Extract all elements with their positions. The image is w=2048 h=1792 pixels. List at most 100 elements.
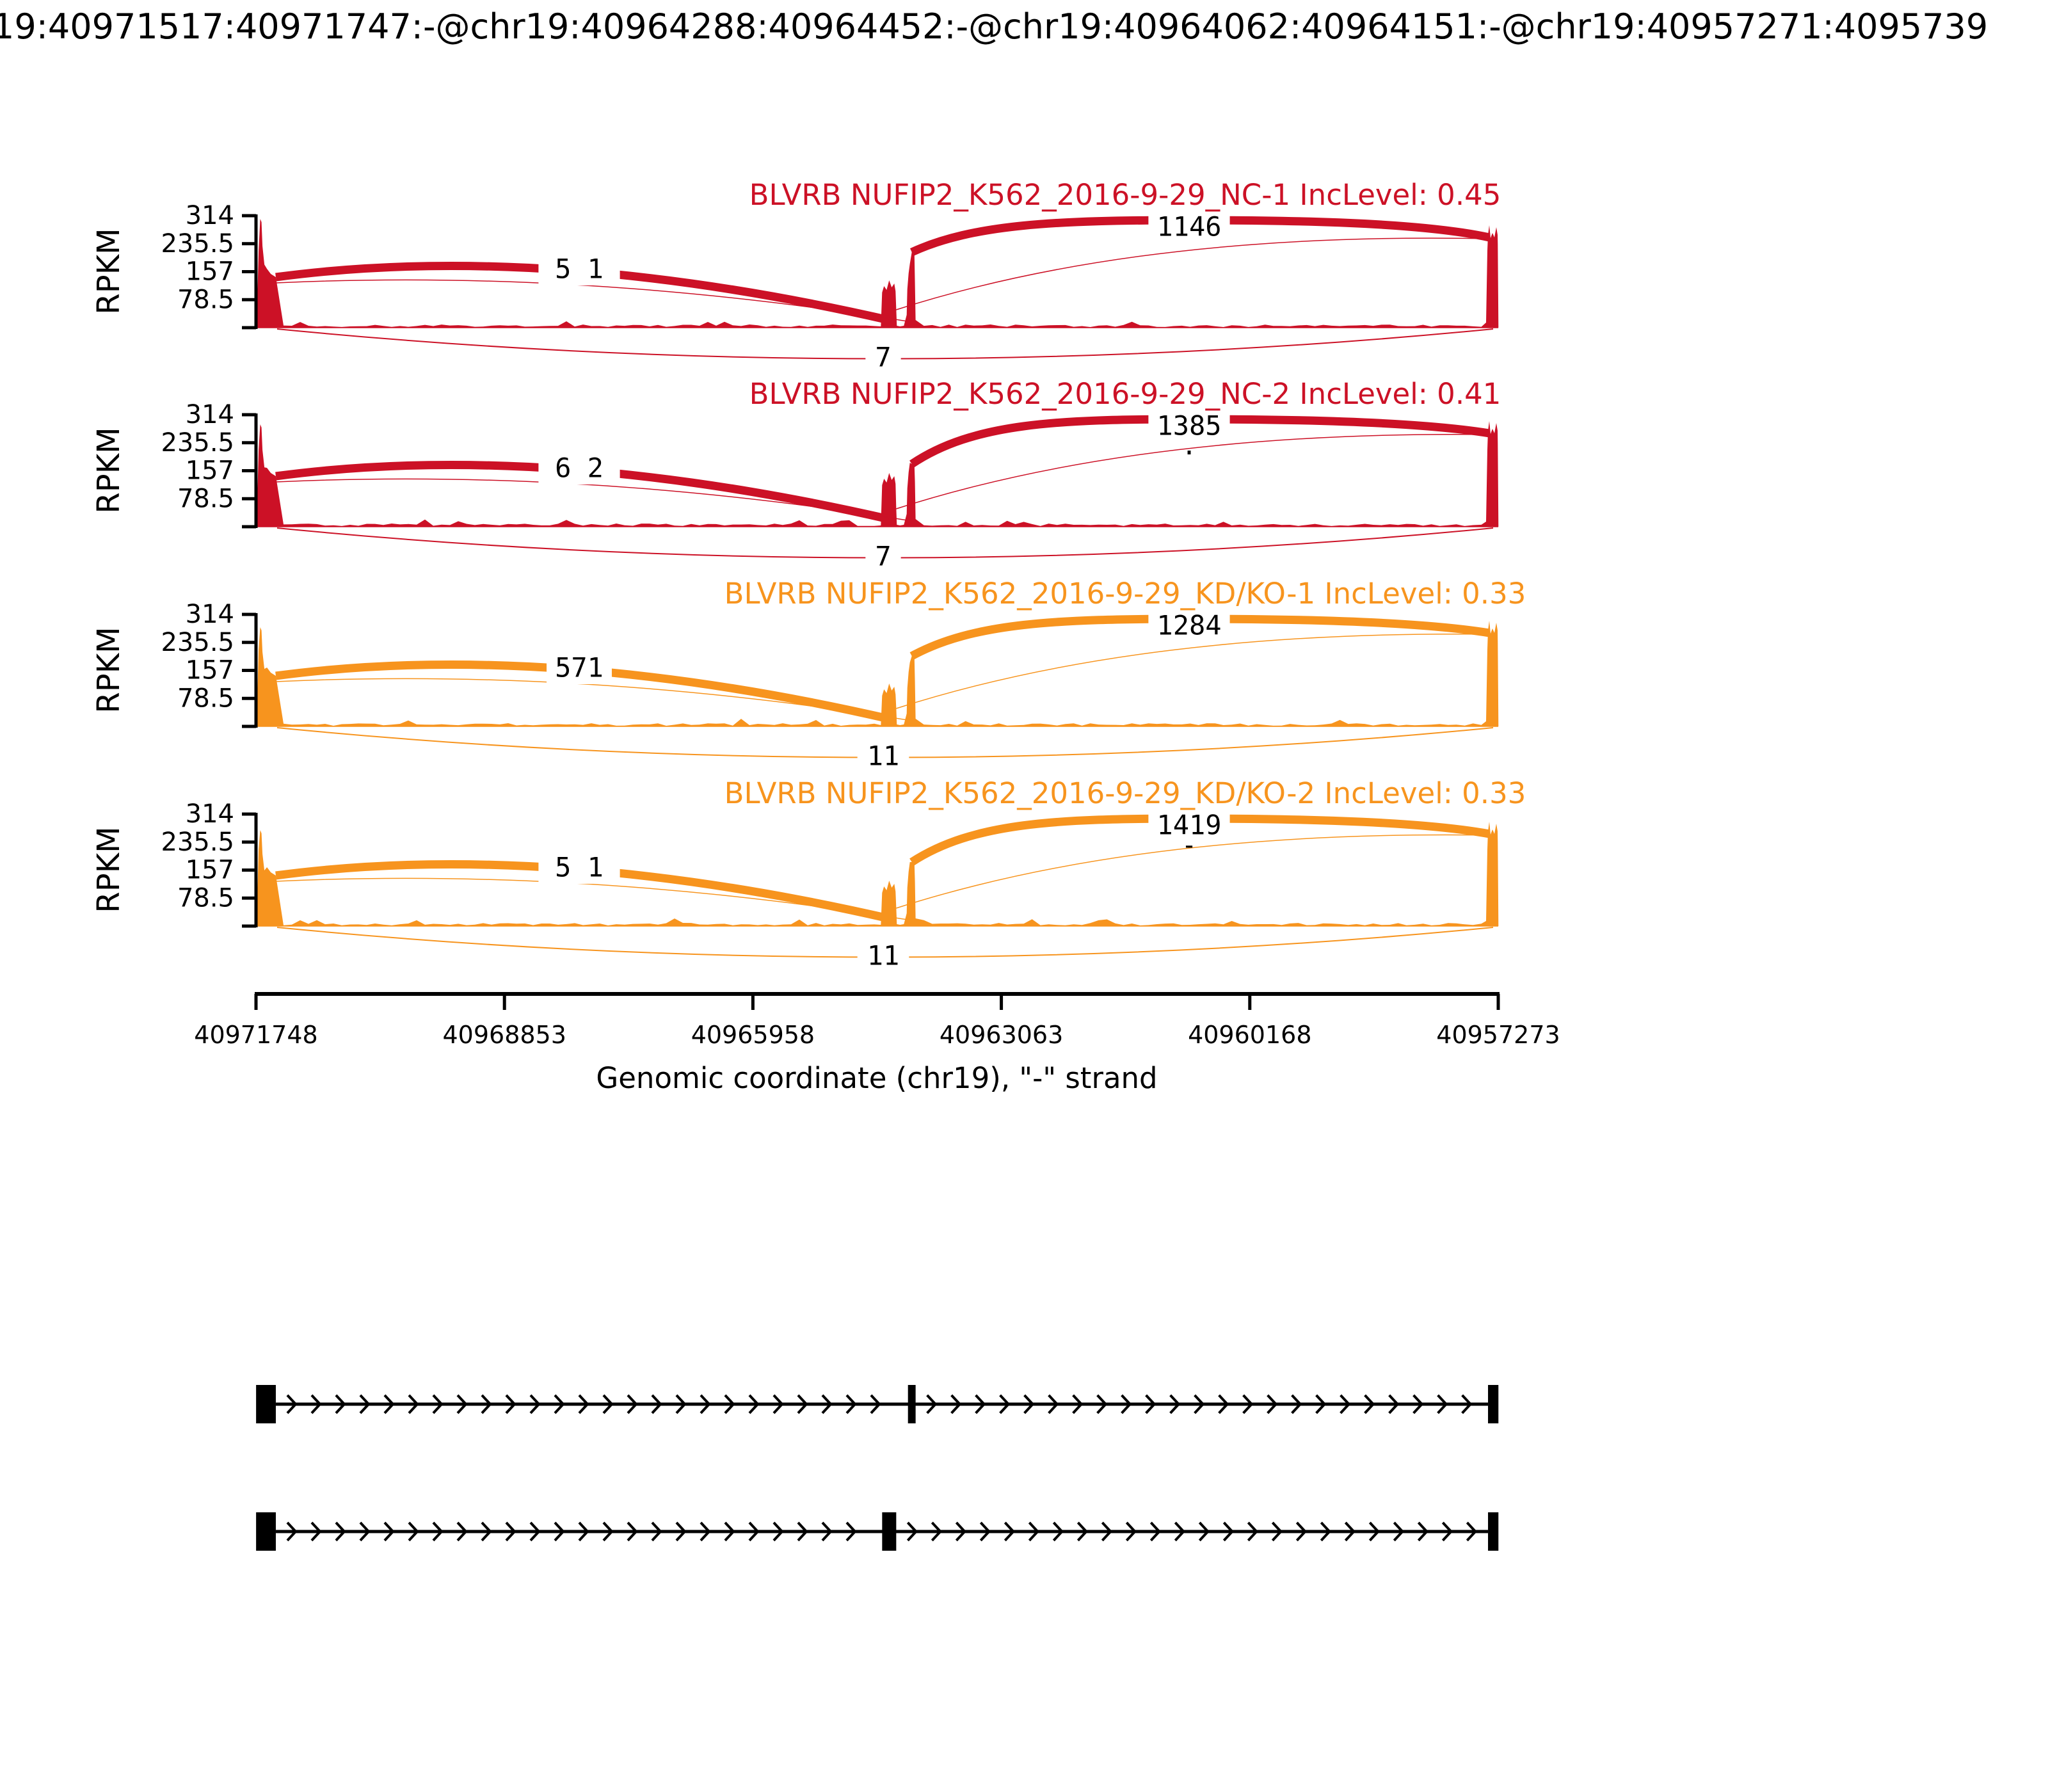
strand-arrow-icon — [1417, 1521, 1429, 1542]
strand-arrow-icon — [456, 1521, 468, 1542]
strand-arrow-icon — [906, 1521, 918, 1542]
strand-arrow-icon — [627, 1521, 638, 1542]
strand-arrow-icon — [1437, 1394, 1448, 1414]
strand-arrow-icon — [1174, 1521, 1186, 1542]
strand-arrow-icon — [772, 1521, 784, 1542]
exon-box — [256, 1385, 276, 1423]
strand-arrow-icon — [578, 1521, 589, 1542]
strand-arrow-icon — [1028, 1521, 1040, 1542]
x-tick-label: 40965958 — [691, 1021, 815, 1049]
strand-arrow-icon — [1072, 1394, 1084, 1414]
y-axis-label: RPKM — [91, 228, 127, 314]
strand-arrow-icon — [1101, 1521, 1113, 1542]
strand-arrow-icon — [1267, 1394, 1278, 1414]
coverage-area — [256, 822, 1499, 926]
strand-arrow-icon — [724, 1521, 735, 1542]
junction-count-skipping: 7 — [875, 342, 891, 373]
strand-arrow-icon — [1466, 1521, 1478, 1542]
y-tick-label: 157 — [186, 456, 234, 486]
strand-arrow-icon — [1344, 1521, 1356, 1542]
strand-arrow-icon — [675, 1394, 687, 1414]
label-gap — [857, 943, 909, 970]
label-gap — [1148, 211, 1230, 239]
junction-arc-alt-minor — [896, 834, 1489, 909]
strand-arrow-icon — [1242, 1394, 1254, 1414]
strand-arrow-icon — [529, 1394, 541, 1414]
strand-arrow-icon — [1004, 1521, 1016, 1542]
junction-count-inclusion-left: 5 1 — [555, 253, 604, 285]
strand-arrow-icon — [335, 1394, 346, 1414]
strand-arrow-icon — [602, 1521, 614, 1542]
coverage-area — [256, 421, 1499, 527]
strand-arrow-icon — [870, 1394, 881, 1414]
strand-arrow-icon — [286, 1394, 298, 1414]
strand-arrow-icon — [821, 1394, 833, 1414]
label-gap — [1148, 810, 1230, 838]
strand-arrow-icon — [1368, 1521, 1380, 1542]
y-tick-label: 314 — [186, 799, 234, 829]
strand-arrow-icon — [1461, 1394, 1473, 1414]
strand-arrow-icon — [1169, 1394, 1181, 1414]
track-title: BLVRB NUFIP2_K562_2016-9-29_NC-1 IncLeve… — [749, 178, 1501, 212]
strand-arrow-icon — [310, 1521, 322, 1542]
strand-arrow-icon — [700, 1394, 711, 1414]
strand-arrow-icon — [1218, 1394, 1229, 1414]
exon-box — [256, 1512, 276, 1551]
strand-arrow-icon — [651, 1521, 662, 1542]
strand-arrow-icon — [1247, 1521, 1259, 1542]
label-gap — [538, 844, 620, 884]
exon-box — [1488, 1385, 1499, 1423]
strand-arrow-icon — [675, 1521, 687, 1542]
strand-arrow-icon — [359, 1394, 371, 1414]
strand-arrow-icon — [845, 1394, 857, 1414]
strand-arrow-icon — [335, 1521, 346, 1542]
strand-arrow-icon — [1076, 1521, 1089, 1542]
x-axis-label: Genomic coordinate (chr19), "-" strand — [596, 1061, 1157, 1095]
strand-arrow-icon — [529, 1521, 541, 1542]
junction-arc-alt-minor — [896, 237, 1489, 310]
strand-arrow-icon — [578, 1394, 589, 1414]
strand-arrow-icon — [1271, 1521, 1283, 1542]
track-title: BLVRB NUFIP2_K562_2016-9-29_KD/KO-2 IncL… — [724, 776, 1526, 810]
strand-arrow-icon — [797, 1394, 808, 1414]
strand-arrow-icon — [505, 1521, 516, 1542]
strand-arrow-icon — [383, 1394, 395, 1414]
junction-arc-alt-minor — [896, 433, 1489, 509]
x-tick-label: 40960168 — [1188, 1021, 1311, 1049]
junction-count-skipping: 11 — [867, 940, 900, 972]
label-gap — [538, 445, 620, 484]
x-tick-label: 40963063 — [940, 1021, 1063, 1049]
plot-title: 19:40971517:40971747:-@chr19:40964288:40… — [0, 6, 1988, 47]
strand-arrow-icon — [1048, 1394, 1059, 1414]
strand-arrow-icon — [1320, 1521, 1332, 1542]
strand-arrow-icon — [505, 1394, 516, 1414]
junction-count-skipping: 7 — [875, 541, 891, 572]
strand-arrow-icon — [554, 1394, 565, 1414]
x-tick-label: 40968853 — [442, 1021, 566, 1049]
track-title: BLVRB NUFIP2_K562_2016-9-29_NC-2 IncLeve… — [749, 377, 1501, 411]
label-gap — [865, 344, 901, 371]
strand-arrow-icon — [1412, 1394, 1424, 1414]
strand-arrow-icon — [1393, 1521, 1405, 1542]
exon-box — [882, 1512, 897, 1551]
x-tick-label: 40957273 — [1436, 1021, 1560, 1049]
strand-arrow-icon — [408, 1394, 419, 1414]
strand-arrow-icon — [724, 1394, 735, 1414]
strand-arrow-icon — [456, 1394, 468, 1414]
strand-arrow-icon — [999, 1394, 1011, 1414]
strand-arrow-icon — [1023, 1394, 1035, 1414]
exon-box — [908, 1385, 916, 1423]
coverage-area — [256, 219, 1499, 328]
strand-arrow-icon — [931, 1521, 943, 1542]
strand-arrow-icon — [359, 1521, 371, 1542]
strand-arrow-icon — [1149, 1521, 1162, 1542]
strand-arrow-icon — [1315, 1394, 1327, 1414]
strand-arrow-icon — [286, 1521, 298, 1542]
junction-count-inclusion-left: 6 2 — [555, 452, 604, 484]
strand-arrow-icon — [408, 1521, 419, 1542]
strand-arrow-icon — [979, 1521, 991, 1542]
